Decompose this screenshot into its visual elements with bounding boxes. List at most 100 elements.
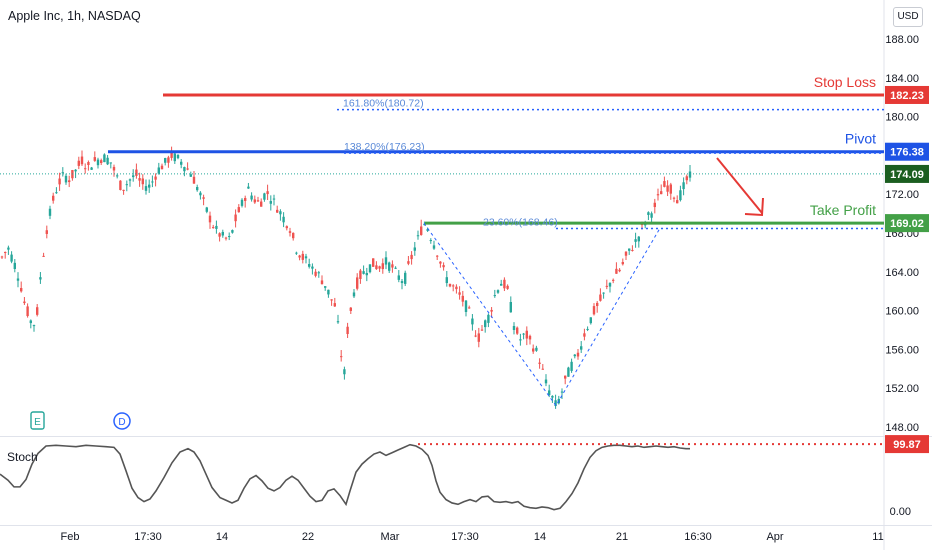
candle-body xyxy=(404,272,407,284)
candle-body xyxy=(272,198,276,200)
candle-body xyxy=(471,318,474,325)
candle-body xyxy=(279,211,282,215)
candle-body xyxy=(253,199,256,203)
candle-body xyxy=(461,295,464,302)
candle-body xyxy=(100,160,103,164)
candle-body xyxy=(656,194,660,196)
candle-body xyxy=(592,306,596,315)
candle-body xyxy=(138,178,141,181)
candle-body xyxy=(500,283,503,286)
candle-body xyxy=(349,307,352,311)
candle-body xyxy=(599,294,602,301)
candle-body xyxy=(7,247,10,250)
down-arrow-shaft xyxy=(716,157,763,214)
x-tick-label: 21 xyxy=(616,531,628,543)
candle-body xyxy=(535,347,538,351)
candle-body xyxy=(311,266,314,269)
candle-body xyxy=(416,235,420,237)
stoch-y-tick-label: 0.00 xyxy=(890,506,911,518)
candle-body xyxy=(468,307,471,309)
candle-body xyxy=(442,265,445,268)
candle-body xyxy=(183,167,186,172)
candle-body xyxy=(621,262,624,265)
candle-body xyxy=(560,391,564,393)
candle-body xyxy=(224,237,228,239)
x-tick-label: 22 xyxy=(302,531,314,543)
candle-body xyxy=(682,182,685,190)
candle-body xyxy=(336,321,340,323)
overlay-layer: Stop Loss Pivot Take Profit 161.80%(180.72)… xyxy=(0,74,884,430)
stoch-line xyxy=(0,443,690,511)
candle-body xyxy=(564,375,567,379)
candle-body xyxy=(263,193,266,200)
candle-body xyxy=(368,264,372,273)
candle-body xyxy=(666,185,669,192)
candle-body xyxy=(624,251,628,256)
candle-body xyxy=(685,176,688,181)
candle-body xyxy=(154,176,157,180)
candle-body xyxy=(356,277,359,289)
candle-body xyxy=(304,256,308,259)
fib-level-label: 138.20%(176.23) xyxy=(344,141,425,153)
candle-body xyxy=(583,333,586,337)
candle-body xyxy=(301,253,304,260)
x-tick-label: 14 xyxy=(216,531,228,543)
dividend-marker-label: D xyxy=(118,417,125,428)
candle-body xyxy=(132,175,135,178)
candle-body xyxy=(122,189,125,191)
candle-body xyxy=(359,270,362,279)
candle-body xyxy=(324,286,327,288)
candle-body xyxy=(164,158,167,163)
candle-body xyxy=(436,255,439,257)
candle-body xyxy=(151,181,154,183)
candle-body xyxy=(288,231,292,233)
candle-body xyxy=(20,288,23,292)
earnings-marker xyxy=(30,411,45,430)
abc-pattern-line xyxy=(423,223,661,407)
candle-body xyxy=(615,268,618,274)
candle-body xyxy=(602,292,605,294)
candle-body xyxy=(663,181,666,187)
candle-body xyxy=(420,226,423,235)
y-tick-label: 180.00 xyxy=(885,112,919,124)
candle-body xyxy=(503,279,506,289)
x-tick-label: Apr xyxy=(766,531,783,543)
x-tick-label: 17:30 xyxy=(451,531,479,543)
candle-body xyxy=(327,289,330,295)
currency-button[interactable]: USD xyxy=(893,7,923,27)
candle-body xyxy=(477,333,480,342)
candle-body xyxy=(375,265,378,270)
candle-body xyxy=(68,180,71,183)
candle-body xyxy=(276,209,279,213)
candle-body xyxy=(688,171,692,178)
candle-body xyxy=(112,166,116,171)
candle-body xyxy=(474,335,477,337)
candle-body xyxy=(205,207,208,212)
candle-body xyxy=(589,317,592,324)
candle-body xyxy=(285,226,288,229)
candle-body xyxy=(4,251,7,253)
x-tick-label: Feb xyxy=(61,531,80,543)
x-tick-label: Mar xyxy=(381,531,400,543)
candle-body xyxy=(362,271,365,274)
fib-level-label: 23.60%(168.46) xyxy=(483,217,558,229)
x-tick-label: 16:30 xyxy=(684,531,712,543)
candle-body xyxy=(525,330,528,339)
take-profit-price-tag-label: 169.02 xyxy=(890,218,924,230)
candle-body xyxy=(186,168,189,170)
y-tick-label: 172.00 xyxy=(885,189,919,201)
candle-body xyxy=(128,179,132,181)
candle-body xyxy=(618,269,621,272)
candle-body xyxy=(55,192,58,194)
candle-body xyxy=(407,261,410,264)
candle-body xyxy=(157,167,160,174)
candle-body xyxy=(512,326,516,331)
y-tick-label: 148.00 xyxy=(885,422,919,434)
candle-body xyxy=(660,191,663,195)
candle-body xyxy=(48,208,52,216)
candle-body xyxy=(87,162,90,165)
candle-body xyxy=(384,257,388,265)
candle-body xyxy=(196,187,199,191)
candle-body xyxy=(653,202,656,208)
